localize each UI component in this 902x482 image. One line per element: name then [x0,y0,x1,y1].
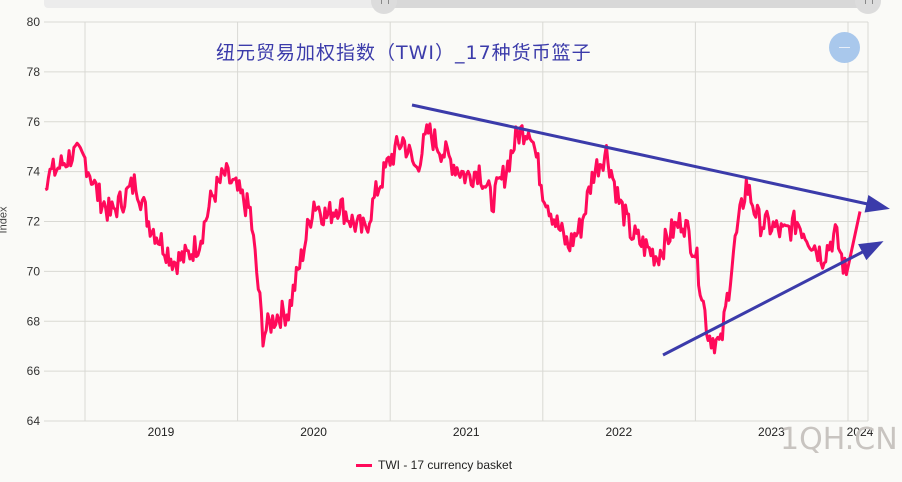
svg-text:78: 78 [27,65,41,79]
svg-text:2020: 2020 [300,425,327,439]
svg-text:64: 64 [27,414,41,428]
svg-text:2021: 2021 [453,425,480,439]
chart-title: 纽元贸易加权指数（TWI）_17种货币篮子 [216,42,592,64]
svg-text:68: 68 [27,314,41,328]
svg-text:76: 76 [27,115,41,129]
range-navigator[interactable] [44,0,881,14]
y-axis-ticks: 64 66 68 70 72 74 76 78 80 [27,15,41,428]
twi-series-line[interactable] [44,122,862,355]
legend-swatch [356,463,372,467]
watermark: 1QH.CN [780,422,898,457]
legend-item[interactable]: TWI - 17 currency basket [356,458,512,472]
svg-text:66: 66 [27,364,41,378]
navigator-selected-range[interactable] [384,0,868,8]
navigator-right-handle[interactable] [855,0,881,14]
navigator-left-handle[interactable] [371,0,397,14]
svg-text:72: 72 [27,215,41,229]
legend-label: TWI - 17 currency basket [378,458,513,472]
svg-text:2022: 2022 [605,425,632,439]
y-axis-label: Index [0,206,10,234]
svg-text:74: 74 [27,165,41,179]
svg-text:2023: 2023 [758,425,785,439]
svg-text:2019: 2019 [148,425,175,439]
reset-zoom-button[interactable] [829,32,860,63]
svg-text:80: 80 [27,15,41,29]
svg-text:70: 70 [27,264,41,278]
x-axis-ticks: 2019 2020 2021 2022 2023 2024 [148,425,874,439]
trendline-annotations [411,103,890,357]
grid-lines [44,21,869,422]
svg-text:2024: 2024 [847,425,874,439]
